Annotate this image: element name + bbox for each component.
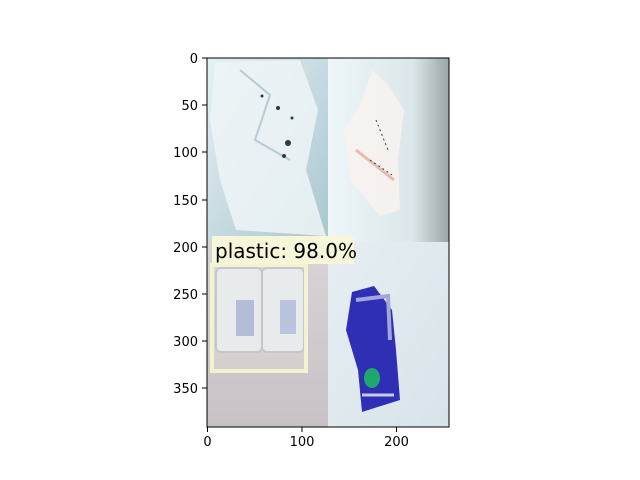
x-tick-label: 0 (203, 435, 211, 450)
y-tick-label: 200 (173, 241, 198, 256)
detection-label: plastic: 98.0% (215, 239, 357, 263)
y-tick-label: 300 (173, 335, 198, 350)
y-axis: 0 50 100 150 200 250 300 350 (173, 52, 207, 397)
x-tick-label: 100 (290, 435, 315, 450)
y-tick-label: 0 (190, 52, 198, 67)
y-tick-label: 350 (173, 382, 198, 397)
y-tick-label: 250 (173, 288, 198, 303)
x-tick-label: 200 (384, 435, 409, 450)
y-tick-label: 100 (173, 146, 198, 161)
y-tick-label: 150 (173, 194, 198, 209)
y-tick-label: 50 (181, 99, 198, 114)
detection-box (212, 265, 306, 371)
x-axis: 0 100 200 (203, 427, 409, 450)
